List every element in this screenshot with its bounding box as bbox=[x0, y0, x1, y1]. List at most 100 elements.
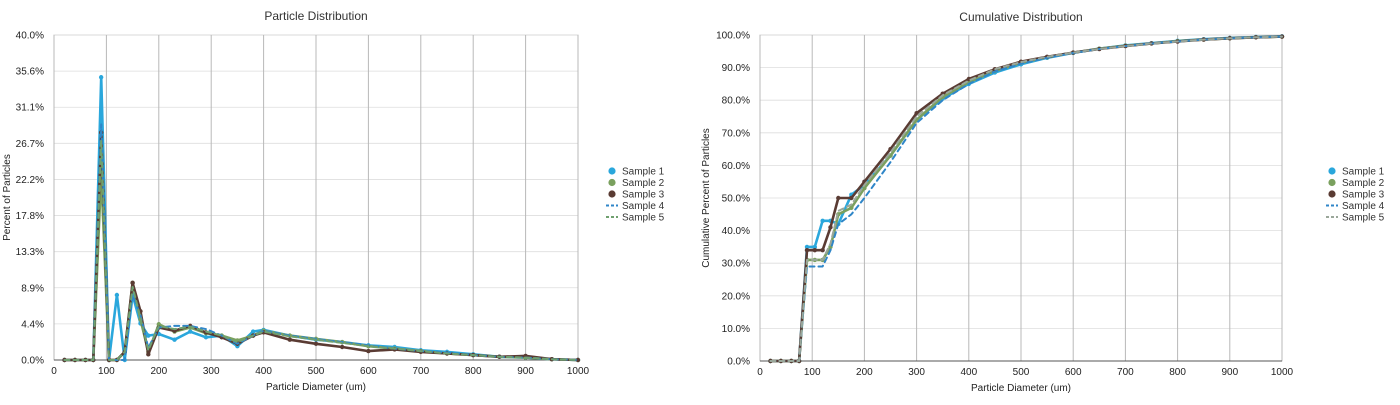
data-point bbox=[146, 333, 151, 338]
legend-marker bbox=[608, 178, 616, 187]
y-tick-label: 30.0% bbox=[722, 259, 750, 270]
legend-entry: Sample 5 bbox=[622, 213, 665, 224]
y-tick-label: 20.0% bbox=[722, 291, 750, 302]
x-tick-label: 500 bbox=[1013, 367, 1030, 378]
particle-distribution-chart: Particle Distribution 0.0% 4.4% 8.9% 13.3% 17… bbox=[2, 9, 665, 393]
x-tick-label: 400 bbox=[255, 366, 272, 377]
legend-marker bbox=[1328, 190, 1336, 198]
x-tick-label: 800 bbox=[1169, 367, 1186, 378]
y-tick-label: 35.6% bbox=[16, 67, 44, 78]
data-point bbox=[820, 247, 825, 253]
data-point bbox=[914, 111, 919, 116]
legend-entry: Sample 1 bbox=[622, 167, 665, 178]
legend-marker bbox=[608, 167, 616, 175]
x-tick-label: 600 bbox=[1065, 367, 1082, 378]
data-point bbox=[575, 357, 581, 363]
legend-entry: Sample 4 bbox=[1342, 201, 1385, 212]
x-tick-label: 400 bbox=[960, 367, 977, 378]
data-point bbox=[820, 218, 825, 224]
data-point bbox=[287, 337, 292, 342]
legend-entry: Sample 4 bbox=[622, 201, 665, 212]
y-tick-label: 50.0% bbox=[722, 194, 750, 205]
y-tick-label: 90.0% bbox=[722, 63, 750, 74]
data-point bbox=[849, 195, 854, 201]
data-point bbox=[114, 292, 120, 298]
x-tick-label: 600 bbox=[360, 366, 377, 377]
data-point bbox=[98, 75, 104, 80]
x-tick-label: 1000 bbox=[567, 366, 590, 377]
y-tick-label: 80.0% bbox=[722, 96, 750, 107]
x-tick-label: 500 bbox=[308, 366, 325, 377]
data-point bbox=[340, 344, 345, 350]
series-sample-5 bbox=[63, 139, 579, 361]
data-point bbox=[849, 205, 854, 210]
data-point bbox=[250, 329, 256, 334]
y-tick-label: 40.0% bbox=[722, 226, 750, 237]
x-tick-label: 100 bbox=[804, 367, 821, 378]
legend-marker bbox=[1328, 167, 1336, 175]
x-axis-label: Particle Diameter (um) bbox=[971, 383, 1071, 394]
x-tick-label: 200 bbox=[150, 366, 167, 377]
y-tick-label: 100.0% bbox=[716, 31, 750, 42]
legend-entry: Sample 3 bbox=[1342, 190, 1385, 201]
cumulative-distribution-chart: Cumulative Distribution 0.0% 10.0% 20.0% 30.… bbox=[701, 10, 1385, 394]
data-point bbox=[313, 341, 319, 346]
legend-marker bbox=[1328, 178, 1336, 187]
data-point bbox=[804, 247, 810, 253]
legend-entry: Sample 2 bbox=[622, 178, 665, 189]
legend-entry: Sample 3 bbox=[622, 190, 665, 201]
x-tick-label: 100 bbox=[98, 366, 115, 377]
x-tick-label: 700 bbox=[412, 366, 429, 377]
y-tick-label: 31.1% bbox=[16, 103, 44, 114]
x-tick-label: 200 bbox=[856, 367, 873, 378]
y-tick-label: 0.0% bbox=[21, 356, 44, 367]
y-tick-label: 26.7% bbox=[16, 139, 44, 150]
x-tick-label: 300 bbox=[908, 367, 925, 378]
y-axis-label: Percent of Particles bbox=[2, 154, 13, 241]
x-tick-label: 0 bbox=[757, 367, 763, 378]
y-tick-label: 4.4% bbox=[21, 319, 44, 330]
data-point bbox=[146, 352, 151, 357]
series-sample-5 bbox=[769, 35, 1283, 362]
data-point bbox=[203, 335, 209, 340]
y-tick-label: 13.3% bbox=[16, 247, 44, 258]
x-tick-label: 0 bbox=[51, 366, 57, 377]
data-point bbox=[812, 247, 818, 253]
legend-marker bbox=[608, 190, 616, 198]
data-point bbox=[130, 280, 135, 286]
data-point bbox=[836, 195, 841, 201]
x-tick-label: 1000 bbox=[1271, 367, 1294, 378]
legend-entry: Sample 1 bbox=[1342, 167, 1385, 178]
chart-title: Particle Distribution bbox=[264, 9, 367, 23]
y-tick-label: 22.2% bbox=[16, 175, 44, 186]
legend-entry: Sample 5 bbox=[1342, 213, 1385, 224]
data-point bbox=[366, 348, 371, 354]
data-point bbox=[156, 322, 161, 327]
y-tick-label: 10.0% bbox=[722, 324, 750, 335]
y-tick-label: 17.8% bbox=[16, 211, 44, 222]
series-line bbox=[769, 35, 1283, 362]
x-tick-label: 800 bbox=[465, 366, 482, 377]
data-point bbox=[812, 244, 818, 250]
y-tick-label: 0.0% bbox=[727, 357, 750, 368]
y-tick-label: 40.0% bbox=[16, 31, 44, 42]
data-point bbox=[188, 329, 193, 334]
data-point bbox=[804, 244, 810, 250]
y-tick-label: 8.9% bbox=[21, 283, 44, 294]
x-tick-label: 900 bbox=[1221, 367, 1238, 378]
data-point bbox=[862, 186, 867, 191]
data-point bbox=[172, 337, 177, 342]
y-tick-label: 60.0% bbox=[722, 161, 750, 172]
y-tick-label: 70.0% bbox=[722, 128, 750, 139]
x-tick-label: 700 bbox=[1117, 367, 1134, 378]
y-axis-label: Cumulative Percent of Particles bbox=[701, 128, 712, 268]
data-point bbox=[828, 225, 833, 230]
x-tick-label: 900 bbox=[517, 366, 534, 377]
series-line bbox=[63, 139, 579, 361]
chart-title: Cumulative Distribution bbox=[959, 10, 1082, 24]
legend-entry: Sample 2 bbox=[1342, 178, 1385, 189]
x-tick-label: 300 bbox=[203, 366, 220, 377]
